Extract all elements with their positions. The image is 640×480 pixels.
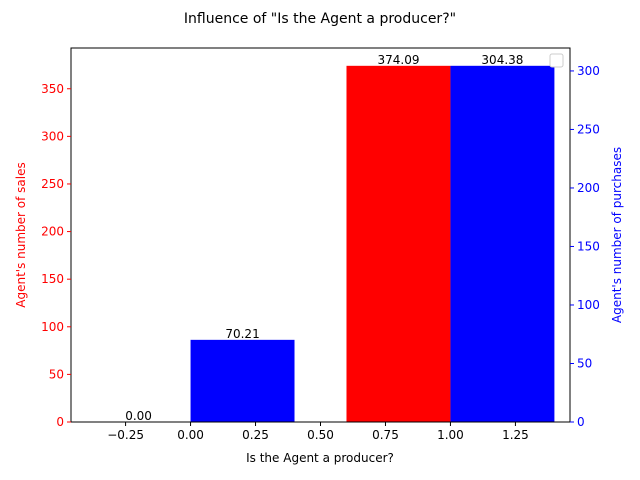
x-tick-label: −0.25 [107,428,144,442]
data-label-series0-1: 374.09 [377,53,419,67]
y-left-axis-label: Agent's number of sales [14,162,28,308]
y-right-tick-label: 0 [577,415,585,429]
y-right-tick-label: 200 [577,181,600,195]
x-tick-label: 1.00 [437,428,464,442]
x-tick-label: 1.25 [502,428,529,442]
y-left-tick-label: 50 [49,367,64,381]
legend-box [549,53,564,68]
bar-series1-1 [450,65,555,422]
data-label-series1-1: 304.38 [481,53,523,67]
data-label-series1-0: 70.21 [225,327,259,341]
x-tick-label: 0.25 [242,428,269,442]
x-axis-label: Is the Agent a producer? [246,451,394,465]
y-left-tick-label: 250 [41,177,64,191]
y-left-tick-label: 300 [41,129,64,143]
x-tick-label: 0.50 [307,428,334,442]
y-left-tick-label: 200 [41,225,64,239]
bar-series0-1 [346,65,451,422]
x-tick-label: 0.75 [372,428,399,442]
bar-series1-0 [190,339,295,422]
chart-title: Influence of "Is the Agent a producer?" [184,11,456,27]
bars [190,65,555,422]
y-right-axis-label: Agent's number of purchases [610,147,624,323]
x-axis: −0.25 0.00 0.25 0.50 0.75 1.00 1.25 [107,422,529,442]
y-right-tick-label: 50 [577,356,592,370]
data-labels: 0.00 374.09 70.21 304.38 [125,53,523,423]
y-right-tick-label: 250 [577,122,600,136]
y-right-tick-label: 100 [577,298,600,312]
y-left-tick-label: 0 [56,415,64,429]
y-right-tick-label: 150 [577,239,600,253]
y-right-tick-label: 300 [577,64,600,78]
y-left-tick-label: 150 [41,272,64,286]
data-label-series0-0: 0.00 [125,409,152,423]
y-left-axis: 0 50 100 150 200 250 300 350 [41,82,71,429]
y-right-axis: 0 50 100 150 200 250 300 [570,64,600,429]
y-left-tick-label: 100 [41,320,64,334]
x-tick-label: 0.00 [177,428,204,442]
y-left-tick-label: 350 [41,82,64,96]
